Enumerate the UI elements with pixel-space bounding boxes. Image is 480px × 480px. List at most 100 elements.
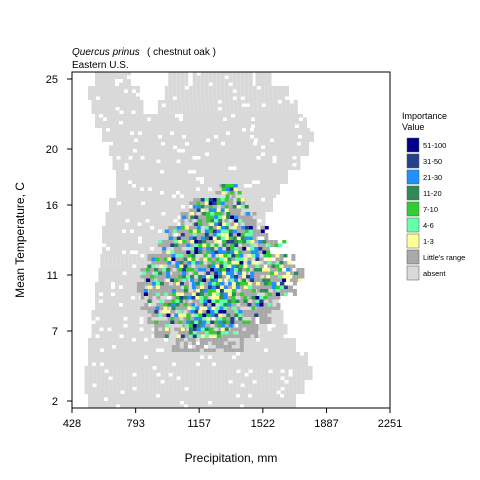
- absent-cell: [218, 243, 222, 247]
- absent-cell: [248, 166, 253, 170]
- range-cell: [265, 240, 270, 244]
- absent-cell: [191, 313, 196, 317]
- absent-cell: [224, 380, 229, 384]
- absent-cell: [138, 250, 142, 254]
- range-cell: [260, 226, 265, 230]
- absent-cell: [88, 369, 93, 373]
- absent-cell: [256, 397, 260, 401]
- absent-cell: [127, 124, 131, 128]
- absent-cell: [116, 352, 120, 356]
- absent-cell: [236, 401, 240, 405]
- absent-cell: [144, 159, 149, 163]
- absent-cell: [263, 82, 268, 86]
- absent-cell: [284, 401, 288, 405]
- absent-cell: [116, 254, 121, 258]
- absent-cell: [151, 296, 155, 300]
- absent-cell: [243, 124, 247, 128]
- range-cell: [211, 257, 216, 261]
- absent-cell: [112, 254, 117, 258]
- range-cell: [205, 240, 210, 244]
- absent-cell: [188, 184, 192, 188]
- absent-cell: [95, 306, 99, 310]
- absent-cell: [132, 177, 136, 181]
- range-cell: [244, 289, 249, 293]
- absent-cell: [212, 96, 217, 100]
- absent-cell: [152, 390, 157, 394]
- range-cell: [201, 201, 206, 205]
- range-cell: [152, 285, 157, 289]
- absent-cell: [132, 376, 137, 380]
- absent-cell: [194, 138, 198, 142]
- absent-cell: [204, 194, 208, 198]
- absent-cell: [161, 152, 165, 156]
- absent-cell: [124, 352, 128, 356]
- absent-cell: [135, 296, 139, 300]
- absent-cell: [192, 187, 196, 191]
- absent-cell: [284, 355, 288, 359]
- absent-cell: [108, 89, 112, 93]
- absent-cell: [265, 107, 270, 111]
- absent-cell: [148, 401, 152, 405]
- absent-cell: [149, 152, 153, 156]
- absent-cell: [106, 236, 110, 240]
- absent-cell: [140, 359, 144, 363]
- absent-cell: [228, 159, 233, 163]
- absent-cell: [173, 208, 177, 212]
- absent-cell: [160, 383, 165, 387]
- absent-cell: [130, 135, 134, 139]
- absent-cell: [152, 362, 156, 366]
- absent-cell: [185, 205, 189, 209]
- absent-cell: [288, 338, 292, 342]
- absent-cell: [132, 261, 137, 265]
- absent-cell: [180, 352, 184, 356]
- absent-cell: [177, 219, 182, 223]
- absent-cell: [120, 352, 124, 356]
- absent-cell: [164, 264, 169, 268]
- absent-cell: [128, 369, 133, 373]
- absent-cell: [268, 394, 272, 398]
- absent-cell: [188, 373, 193, 377]
- absent-cell: [276, 355, 280, 359]
- absent-cell: [92, 404, 96, 408]
- absent-cell: [260, 380, 265, 384]
- absent-cell: [176, 173, 180, 177]
- absent-cell: [289, 152, 293, 156]
- range-cell: [265, 247, 270, 251]
- absent-cell: [208, 394, 212, 398]
- absent-cell: [208, 89, 213, 93]
- absent-cell: [248, 338, 252, 342]
- range-cell: [156, 296, 161, 300]
- absent-cell: [280, 163, 285, 167]
- absent-cell: [168, 390, 173, 394]
- absent-cell: [116, 383, 121, 387]
- absent-cell: [152, 404, 156, 408]
- absent-cell: [177, 145, 181, 149]
- absent-cell: [244, 397, 248, 401]
- absent-cell: [175, 310, 180, 314]
- absent-cell: [152, 401, 156, 405]
- range-cell: [267, 320, 272, 324]
- absent-cell: [164, 184, 168, 188]
- absent-cell: [103, 327, 108, 331]
- absent-cell: [157, 222, 162, 226]
- absent-cell: [150, 236, 154, 240]
- range-cell: [229, 205, 234, 209]
- range-cell: [229, 208, 234, 212]
- absent-cell: [264, 355, 268, 359]
- absent-cell: [288, 359, 292, 363]
- absent-cell: [280, 170, 284, 174]
- absent-cell: [150, 229, 154, 233]
- absent-cell: [140, 345, 144, 349]
- absent-cell: [132, 166, 137, 170]
- absent-cell: [108, 261, 113, 265]
- absent-cell: [275, 299, 279, 303]
- absent-cell: [131, 324, 136, 328]
- absent-cell: [208, 191, 212, 195]
- absent-cell: [116, 173, 120, 177]
- absent-cell: [213, 103, 218, 107]
- absent-cell: [170, 247, 174, 251]
- absent-cell: [163, 296, 167, 300]
- absent-cell: [253, 100, 258, 104]
- absent-cell: [204, 156, 209, 160]
- absent-cell: [260, 369, 265, 373]
